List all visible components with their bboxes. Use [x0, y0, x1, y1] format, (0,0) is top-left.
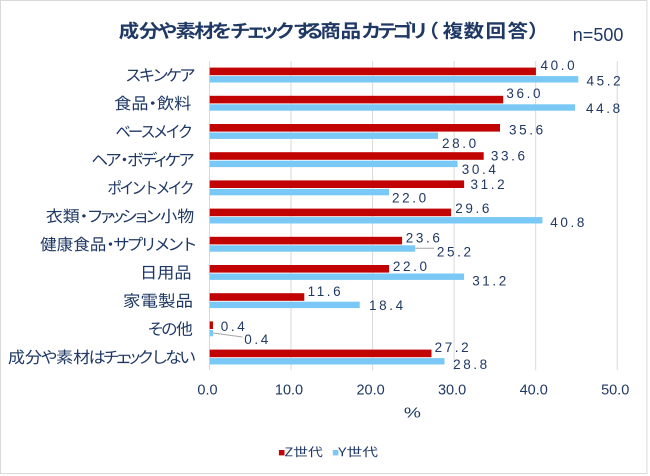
svg-text:29.6: 29.6: [455, 201, 492, 216]
svg-text:11.6: 11.6: [308, 284, 344, 299]
svg-text:25.2: 25.2: [437, 244, 474, 259]
svg-text:27.2: 27.2: [435, 340, 472, 355]
svg-text:35.6: 35.6: [509, 122, 546, 137]
svg-text:28.0: 28.0: [442, 136, 479, 151]
svg-text:22.0: 22.0: [392, 190, 429, 205]
svg-text:18.4: 18.4: [369, 298, 406, 313]
svg-text:30.0: 30.0: [438, 383, 466, 399]
svg-text:44.8: 44.8: [586, 101, 623, 116]
svg-text:30.4: 30.4: [462, 162, 499, 177]
svg-text:40.8: 40.8: [550, 215, 587, 230]
svg-text:45.2: 45.2: [587, 74, 624, 89]
svg-text:31.2: 31.2: [471, 177, 508, 192]
svg-text:33.6: 33.6: [491, 148, 528, 163]
svg-text:%: %: [404, 404, 421, 421]
svg-text:10.0: 10.0: [275, 383, 303, 399]
svg-text:0.0: 0.0: [197, 383, 217, 399]
svg-text:40.0: 40.0: [541, 58, 578, 73]
svg-text:n=500: n=500: [573, 25, 624, 45]
svg-text:23.6: 23.6: [406, 231, 443, 246]
svg-text:40.0: 40.0: [520, 383, 548, 399]
svg-text:28.8: 28.8: [453, 357, 490, 372]
svg-text:0.4: 0.4: [244, 332, 271, 347]
svg-text:50.0: 50.0: [601, 383, 629, 399]
svg-text:0.4: 0.4: [221, 319, 248, 334]
svg-text:22.0: 22.0: [393, 259, 430, 274]
svg-text:36.0: 36.0: [506, 86, 543, 101]
svg-text:31.2: 31.2: [472, 274, 509, 289]
svg-text:20.0: 20.0: [356, 383, 384, 399]
